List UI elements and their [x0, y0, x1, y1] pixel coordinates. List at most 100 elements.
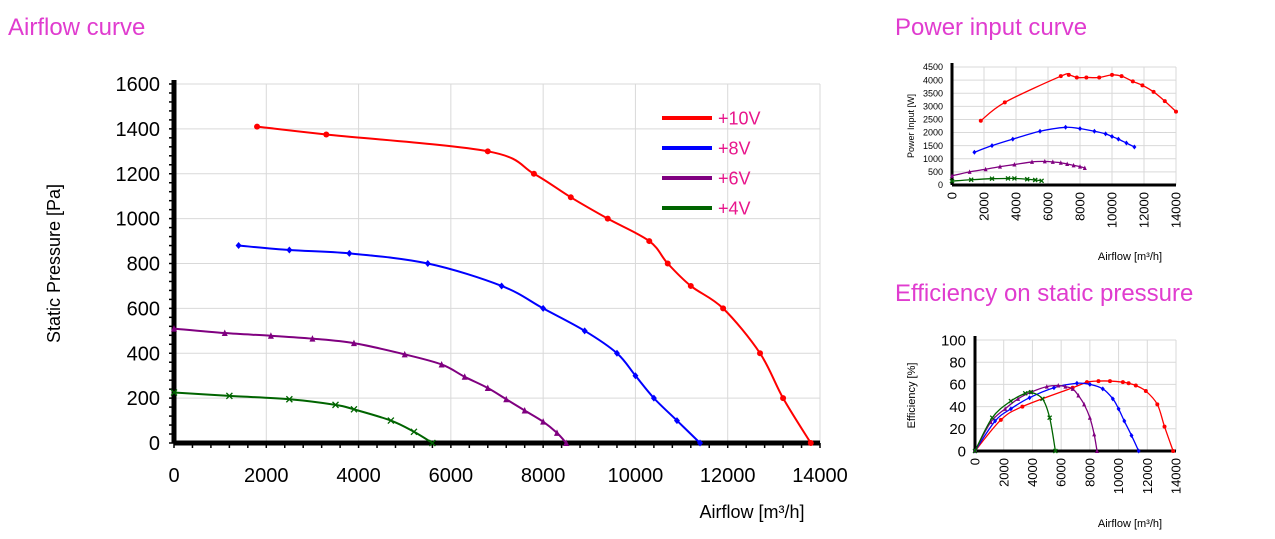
x-tick-label: 4000	[1009, 192, 1024, 221]
data-point	[521, 406, 528, 414]
airflow-chart: 0 200 400 600 800 1000 1200 1400 1600 0 2000 4000 60…	[44, 74, 848, 522]
data-point	[1092, 128, 1097, 134]
x-tick-label: 14000	[1169, 192, 1184, 228]
data-point	[613, 349, 620, 357]
data-point	[428, 439, 436, 447]
series-1	[972, 124, 1137, 155]
data-point	[989, 415, 995, 421]
data-point	[350, 339, 357, 347]
data-point	[254, 123, 261, 130]
data-point	[632, 372, 639, 380]
data-point	[1074, 380, 1079, 386]
data-point	[498, 282, 505, 290]
data-point	[1008, 406, 1013, 412]
data-point	[1032, 177, 1038, 183]
series-10V	[254, 123, 814, 446]
data-point	[1087, 415, 1092, 420]
series-0	[978, 72, 1178, 123]
series-3	[949, 175, 1045, 184]
data-point	[1092, 431, 1097, 437]
data-point	[235, 242, 242, 250]
data-point	[1016, 396, 1021, 401]
airflow-chart-title: Airflow curve	[8, 14, 146, 41]
y-tick-label: 0	[149, 433, 160, 455]
y-tick-label: 1000	[116, 209, 161, 231]
y-tick-label: 4500	[923, 62, 943, 72]
data-point	[401, 350, 408, 358]
data-point	[332, 401, 339, 409]
y-axis-label: Static Pressure [Pa]	[44, 184, 64, 343]
x-tick-label: 8000	[521, 465, 566, 487]
y-tick-label: 60	[949, 377, 966, 394]
data-point	[387, 417, 395, 425]
y-tick-label: 400	[127, 343, 160, 365]
data-point	[267, 332, 274, 339]
data-point	[1058, 74, 1063, 79]
data-point	[563, 439, 570, 446]
data-point	[1130, 79, 1135, 84]
x-tick-label: 4000	[336, 465, 381, 487]
data-point	[1100, 386, 1105, 392]
y-tick-label: 100	[941, 332, 966, 349]
data-point	[1110, 396, 1115, 402]
data-point	[1028, 389, 1034, 395]
x-tick-label: 8000	[1082, 458, 1097, 487]
power-chart: 0 500 1000 1500 2000 2500 3000 3500 4000 4500 0 200…	[906, 62, 1184, 263]
x-tick-label: 6000	[429, 465, 474, 487]
data-point	[949, 178, 955, 184]
data-point	[1008, 398, 1014, 404]
data-point	[1012, 162, 1017, 167]
data-point	[1074, 75, 1079, 80]
series-line	[173, 327, 567, 444]
series-line	[951, 160, 1085, 177]
y-tick-label: 500	[928, 167, 943, 177]
x-tick-label: 0	[945, 192, 960, 199]
data-point	[1050, 159, 1055, 164]
data-point	[1119, 74, 1124, 79]
data-point	[1051, 385, 1056, 391]
efficiency-chart: 0 20 40 60 80 100 0 2000 4000 6000 8000 10000 12000 1…	[906, 332, 1184, 530]
data-point	[1129, 432, 1134, 438]
data-point	[1078, 126, 1082, 132]
y-tick-label: 0	[938, 180, 943, 190]
data-point	[988, 419, 993, 425]
data-point	[503, 395, 510, 403]
data-point	[540, 304, 547, 312]
x-tick-label: 4000	[1025, 458, 1040, 487]
data-point	[664, 260, 671, 267]
data-point	[1120, 380, 1125, 385]
data-point	[807, 440, 814, 446]
data-point	[990, 143, 994, 149]
data-point	[1052, 448, 1058, 454]
data-point	[998, 164, 1002, 169]
data-point	[697, 439, 704, 447]
data-point	[1155, 402, 1160, 407]
y-tick-label: 600	[127, 298, 160, 320]
data-point	[1010, 136, 1015, 142]
data-point	[1011, 175, 1017, 181]
data-point	[1151, 89, 1156, 94]
x-tick-label: 10000	[1111, 458, 1126, 494]
data-point	[1103, 131, 1108, 137]
data-point	[438, 360, 445, 368]
x-tick-label: 0	[168, 465, 179, 487]
x-axis-label: Airflow [m³/h]	[1098, 518, 1162, 530]
data-point	[1097, 75, 1102, 80]
data-point	[972, 149, 977, 155]
data-point	[1056, 383, 1061, 388]
data-point	[1047, 415, 1053, 421]
y-tick-label: 1600	[116, 74, 161, 96]
legend-label: +8V	[718, 138, 751, 158]
y-tick-label: 1500	[923, 141, 943, 151]
data-point	[309, 335, 316, 342]
data-point	[1065, 161, 1070, 167]
y-tick-label: 40	[949, 399, 966, 416]
data-point	[1110, 72, 1114, 77]
y-axis-label: Power Input [W]	[906, 94, 916, 158]
data-point	[1022, 390, 1028, 396]
data-point	[650, 394, 657, 402]
x-tick-label: 8000	[1073, 192, 1088, 221]
y-tick-label: 0	[958, 443, 966, 460]
x-tick-label: 12000	[700, 465, 756, 487]
x-tick-label: 14000	[1169, 458, 1184, 494]
